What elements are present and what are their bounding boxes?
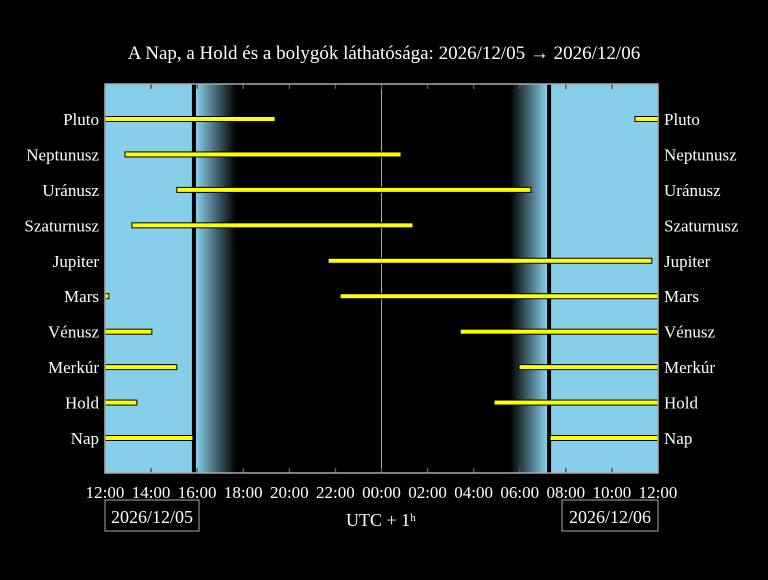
x-tick-label: 16:00 [178, 483, 217, 502]
row-label-left: Jupiter [53, 252, 100, 271]
row-label-right: Nap [664, 429, 692, 448]
x-tick-label: 22:00 [316, 483, 355, 502]
visibility-bar [493, 399, 659, 406]
row-label-right: Szaturnusz [664, 216, 739, 235]
visibility-bar [518, 364, 659, 371]
row-label-right: Hold [664, 394, 699, 413]
row-label-right: Jupiter [664, 252, 711, 271]
x-tick-label: 00:00 [362, 483, 401, 502]
daylight-region [105, 84, 193, 473]
visibility-bar [549, 435, 659, 441]
visibility-bar [104, 435, 194, 441]
row-label-right: Neptunusz [664, 145, 737, 164]
x-tick-label: 18:00 [224, 483, 263, 502]
row-label-left: Vénusz [48, 323, 99, 342]
plot-frame [104, 83, 659, 474]
row-label-right: Merkúr [664, 358, 715, 377]
visibility-bar [131, 222, 414, 229]
daylight-region [550, 84, 658, 473]
row-label-left: Hold [65, 394, 100, 413]
visibility-bar [459, 328, 659, 335]
row-label-left: Uránusz [42, 181, 99, 200]
x-tick-label: 14:00 [132, 483, 171, 502]
row-label-right: Vénusz [664, 323, 715, 342]
dusk-twilight [195, 84, 236, 473]
x-tick-label: 12:00 [86, 483, 125, 502]
end-date-label: 2026/12/06 [569, 507, 651, 527]
row-label-left: Nap [71, 429, 99, 448]
visibility-bar [327, 257, 653, 264]
x-tick-label: 02:00 [408, 483, 447, 502]
end-date-box [561, 499, 659, 532]
row-label-right: Pluto [664, 110, 700, 129]
start-date-label: 2026/12/05 [111, 507, 193, 527]
row-label-left: Merkúr [48, 358, 99, 377]
visibility-bar [104, 364, 178, 371]
visibility-bar [634, 116, 659, 122]
x-tick-label: 12:00 [639, 483, 678, 502]
visibility-bar [124, 151, 402, 158]
visibility-bar [339, 293, 659, 300]
x-axis-label: UTC + 1ʰ [346, 510, 416, 530]
x-tick-label: 10:00 [593, 483, 632, 502]
row-label-right: Mars [664, 287, 699, 306]
x-tick-label: 04:00 [454, 483, 493, 502]
row-label-right: Uránusz [664, 181, 721, 200]
chart-title: A Nap, a Hold és a bolygók láthatósága: … [128, 43, 640, 64]
dawn-twilight [510, 84, 548, 473]
row-label-left: Mars [64, 287, 99, 306]
visibility-bar [176, 186, 532, 193]
row-label-left: Pluto [63, 110, 99, 129]
visibility-bar [104, 116, 276, 122]
row-label-left: Neptunusz [26, 145, 99, 164]
plot-area: 12:00 14:00 16:00 18:00 20:00 22:00 00:00 02:00… [24, 83, 739, 502]
visibility-bar [104, 328, 153, 335]
x-tick-label: 08:00 [546, 483, 585, 502]
start-date-box [104, 499, 200, 532]
row-label-left: Szaturnusz [24, 216, 99, 235]
x-tick-label: 06:00 [500, 483, 539, 502]
visibility-bar [104, 399, 138, 406]
x-tick-label: 20:00 [270, 483, 309, 502]
